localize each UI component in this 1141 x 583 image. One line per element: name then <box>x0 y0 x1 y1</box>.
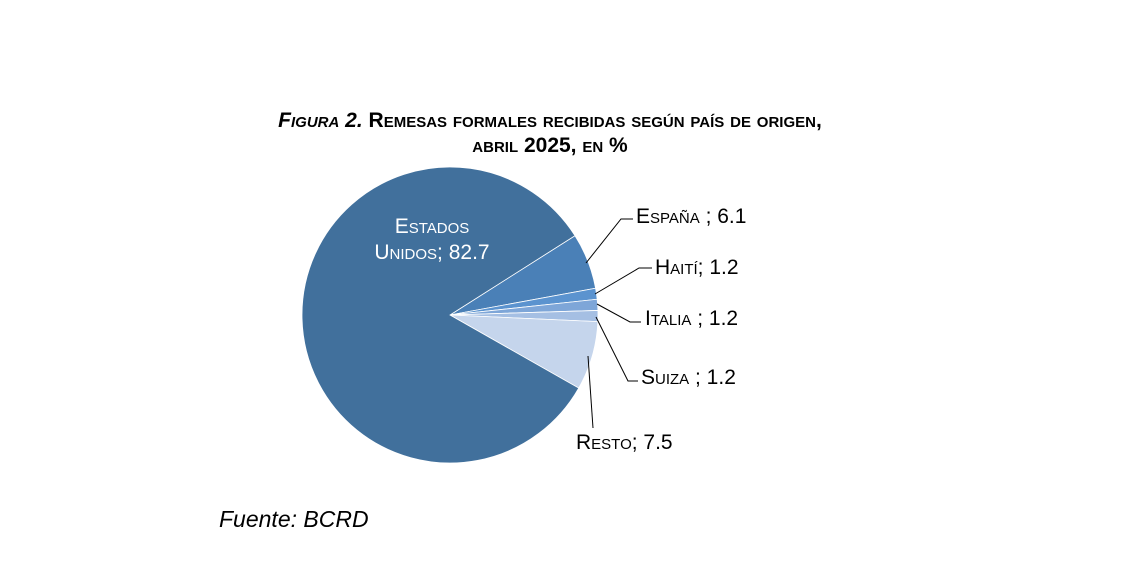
chart-title-prefix: Figura 2. <box>278 109 363 132</box>
data-label-haiti: Haití; 1.2 <box>655 256 739 279</box>
data-label-espana: España ; 6.1 <box>636 205 747 228</box>
chart-title-line1: Figura 2. Remesas formales recibidas seg… <box>190 108 910 134</box>
leader-line-italia <box>596 303 641 323</box>
chart-source-note: Fuente: BCRD <box>219 506 369 532</box>
leader-line-haiti <box>594 267 652 295</box>
data-label-estados-unidos-line2: Unidos; 82.7 <box>374 241 490 264</box>
leader-line-espana <box>585 218 633 264</box>
chart-title-text: Remesas formales recibidas según país de… <box>368 109 822 132</box>
chart-title-line2: abril 2025, en % <box>472 134 628 157</box>
leader-line-resto <box>587 355 594 429</box>
data-label-italia: Italia ; 1.2 <box>645 307 739 330</box>
leader-line-suiza <box>595 316 638 382</box>
data-label-suiza: Suiza ; 1.2 <box>641 366 736 389</box>
pie-slice-estados-unidos <box>301 166 580 464</box>
data-label-resto: Resto; 7.5 <box>576 431 673 454</box>
data-label-estados-unidos: Estados Unidos; 82.7 <box>352 214 512 266</box>
data-label-estados-unidos-line1: Estados <box>394 215 470 238</box>
